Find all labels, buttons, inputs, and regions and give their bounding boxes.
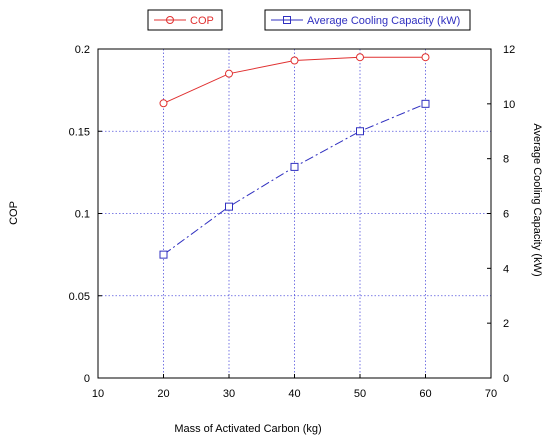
y-left-tick-label: 0 <box>84 373 90 385</box>
legend-label-cop: COP <box>190 15 214 27</box>
y-right-axis-title: Average Cooling Capacity (kW) <box>531 123 543 276</box>
x-tick-label: 40 <box>288 388 300 400</box>
x-tick-label: 10 <box>92 388 104 400</box>
data-point-cooling <box>421 99 430 108</box>
y-right-tick-label: 2 <box>503 318 509 330</box>
legend-label-cooling: Average Cooling Capacity (kW) <box>307 15 460 27</box>
series <box>159 53 430 259</box>
legend-box-cooling <box>264 9 471 31</box>
data-point-cop <box>159 99 168 108</box>
y-left-tick-label: 0.1 <box>75 209 90 221</box>
y-right-tick-label: 12 <box>503 44 515 56</box>
legend-marker-cooling <box>283 16 291 24</box>
y-left-axis-title: COP <box>8 201 20 225</box>
x-tick-label: 50 <box>354 388 366 400</box>
y-left-tick-label: 0.2 <box>75 44 90 56</box>
data-point-cop <box>356 53 364 62</box>
legend-marker-cop <box>166 16 174 24</box>
y-right-tick-label: 8 <box>503 154 509 166</box>
data-point-cooling <box>159 250 168 259</box>
x-axis-title: Mass of Activated Carbon (kg) <box>174 423 321 435</box>
y-right-tick-label: 0 <box>503 373 509 385</box>
data-point-cop <box>421 53 430 62</box>
x-tick-label: 70 <box>485 388 497 400</box>
y-left-tick-label: 0.05 <box>69 291 90 303</box>
y-right-tick-label: 4 <box>503 263 509 275</box>
data-point-cooling <box>290 162 299 171</box>
y-right-tick-label: 6 <box>503 209 509 221</box>
y-right-tick-label: 10 <box>503 99 515 111</box>
x-tick-label: 20 <box>157 388 169 400</box>
legend: COP Average Cooling Capacity (kW) <box>147 9 471 31</box>
x-tick-label: 60 <box>419 388 431 400</box>
x-tick-label: 30 <box>223 388 235 400</box>
grid <box>98 49 491 378</box>
data-point-cop <box>225 69 233 78</box>
tick-labels: 10 20 30 40 50 60 70 0 0.05 0.1 0.15 0.2 0 2 4 6 8 10 12 <box>69 44 516 400</box>
y-left-tick-label: 0.15 <box>69 126 90 138</box>
data-point-cooling <box>356 127 364 136</box>
data-point-cop <box>290 56 299 65</box>
data-point-cooling <box>225 202 233 211</box>
axes <box>97 48 492 379</box>
